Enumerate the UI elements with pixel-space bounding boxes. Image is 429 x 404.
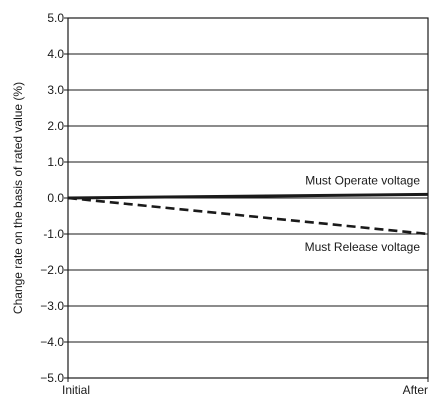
y-tick-label: −3.0 [40, 299, 64, 313]
y-tick-label: 3.0 [47, 83, 64, 97]
y-tick-label: 2.0 [47, 119, 64, 133]
series-label: Must Release voltage [305, 240, 421, 254]
y-tick-label: −2.0 [40, 263, 64, 277]
y-tick-label: −4.0 [40, 335, 64, 349]
series-lines [67, 192, 429, 236]
y-tick-label: −5.0 [40, 371, 64, 385]
series-labels: Must Operate voltage Must Release voltage [305, 173, 421, 254]
x-tick-label: Initial [62, 383, 90, 397]
series-line-must-release [67, 196, 429, 236]
y-tick-label: -1.0 [43, 227, 64, 241]
x-axis-ticks: Initial After [62, 378, 429, 397]
y-tick-label: 5.0 [47, 11, 64, 25]
y-axis-label: Change rate on the basis of rated value … [11, 82, 25, 314]
x-tick-label: After [403, 383, 428, 397]
series-line-must-operate [67, 192, 429, 200]
y-tick-label: 0.0 [47, 191, 64, 205]
y-tick-label: 4.0 [47, 47, 64, 61]
series-label: Must Operate voltage [305, 173, 420, 187]
y-tick-label: 1.0 [47, 155, 64, 169]
y-axis-ticks: 5.0 4.0 3.0 2.0 1.0 0.0 -1.0 −2.0 −3.0 −4.0 −5.0 [40, 11, 68, 385]
